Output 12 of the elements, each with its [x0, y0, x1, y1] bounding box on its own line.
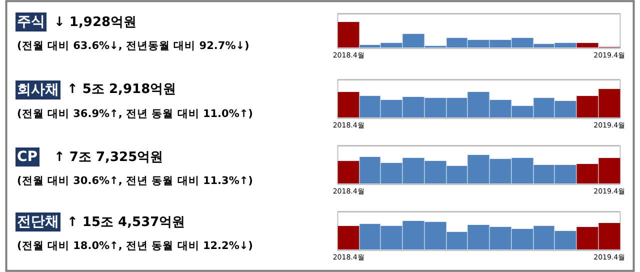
text: ↑ 7조 7,325억원 — [54, 150, 164, 165]
text: (전월 대비 18.0%↑, 전년 동월 대비 12.2%↓) — [17, 240, 253, 252]
text: (전월 대비 30.6%↑, 전년 동월 대비 11.3%↑) — [17, 175, 253, 187]
text: ↑ 15조 4,537억원 — [67, 215, 186, 230]
text: 전단채 — [17, 214, 59, 230]
text: (전월 대비 63.6%↓, 전년동월 대비 92.7%↓) — [17, 40, 250, 52]
text: ↓ 1,928억원 — [54, 15, 137, 30]
text: 주식 — [17, 14, 45, 30]
text: (전월 대비 36.9%↑, 전년 동월 대비 11.0%↑) — [17, 108, 253, 120]
text: ↑ 5조 2,918억원 — [67, 82, 176, 97]
text: CP — [17, 149, 38, 165]
text: 회사채 — [17, 82, 59, 98]
